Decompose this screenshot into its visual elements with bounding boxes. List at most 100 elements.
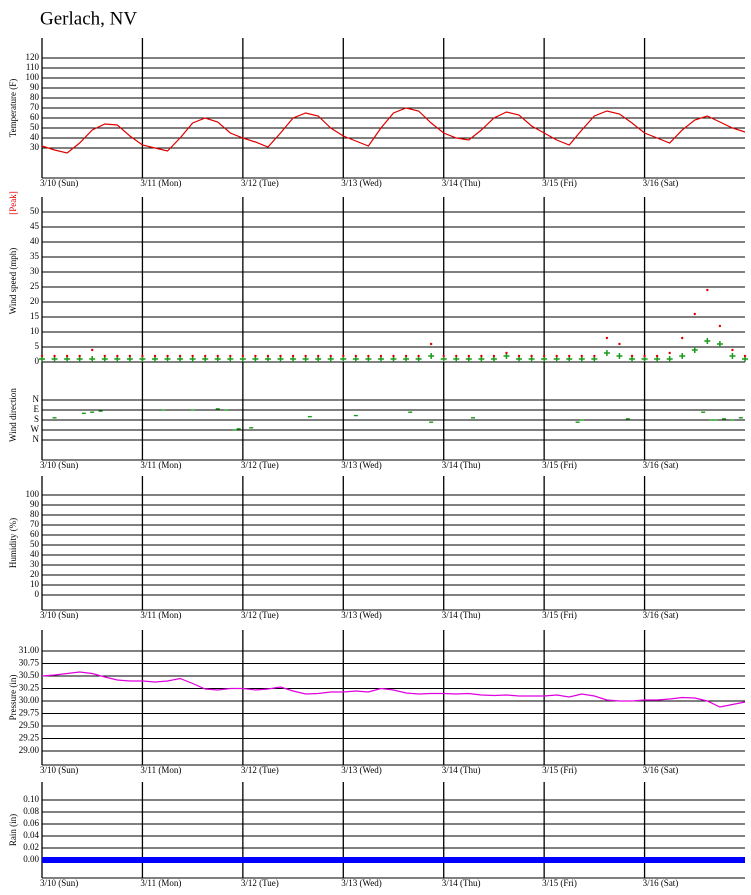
x-tick-label: 3/11 (Mon) xyxy=(140,178,181,188)
y-tick-label: 0.00 xyxy=(23,854,39,864)
wind-direction-marker xyxy=(709,419,714,421)
wind-peak-marker xyxy=(241,354,245,358)
wind-direction-marker xyxy=(81,412,86,415)
wind-peak-marker xyxy=(53,354,56,358)
wind-peak-marker xyxy=(65,354,69,358)
y-tick-label: 40 xyxy=(30,236,40,246)
wind-peak-marker xyxy=(216,354,219,358)
y-tick-label: 50 xyxy=(30,206,40,216)
x-tick-label: 3/11 (Mon) xyxy=(140,460,181,470)
wind-peak-marker xyxy=(116,354,119,358)
x-tick-label: 3/16 (Sat) xyxy=(643,765,679,775)
wind-avg-marker xyxy=(666,356,673,362)
x-tick-label: 3/10 (Sun) xyxy=(40,765,78,775)
wind-peak-marker xyxy=(291,354,295,358)
y-tick-label: 90 xyxy=(30,82,40,92)
wind-peak-marker xyxy=(593,354,596,358)
x-tick-label: 3/11 (Mon) xyxy=(140,610,181,620)
y-tick-label: 110 xyxy=(26,62,40,72)
wind-direction-marker xyxy=(161,409,166,411)
wind-peak-marker xyxy=(706,288,709,292)
y-tick-label: 5 xyxy=(35,341,40,351)
y-axis-label: Pressure (in) xyxy=(8,675,18,721)
wind-peak-marker xyxy=(141,354,144,358)
wind-peak-marker xyxy=(316,354,320,358)
y-tick-label: 30.00 xyxy=(19,695,40,705)
wind-peak-marker xyxy=(153,354,157,358)
wind-direction-marker xyxy=(701,411,706,413)
y-tick-label: 60 xyxy=(30,112,40,122)
y-tick-label: 70 xyxy=(30,102,40,112)
x-tick-label: 3/16 (Sat) xyxy=(643,610,679,620)
x-tick-label: 3/14 (Thu) xyxy=(442,878,481,888)
y-tick-label: 100 xyxy=(26,489,40,499)
x-tick-label: 3/11 (Mon) xyxy=(140,878,181,888)
y-tick-label: 0.04 xyxy=(23,830,39,840)
x-tick-label: 3/12 (Tue) xyxy=(241,878,279,888)
wind-peak-marker xyxy=(718,324,722,328)
data-line xyxy=(41,107,746,154)
y-axis-label: Humidity (%) xyxy=(8,518,18,568)
wind-peak-marker xyxy=(254,354,257,358)
wind-peak-marker xyxy=(618,342,621,346)
wind-direction-marker xyxy=(353,414,358,417)
wind-direction-marker xyxy=(307,415,312,418)
wind-peak-marker xyxy=(605,336,609,340)
x-tick-label: 3/15 (Fri) xyxy=(542,878,577,888)
wind-peak-marker xyxy=(480,354,483,358)
wind-direction-marker xyxy=(579,419,584,421)
wind-peak-marker xyxy=(542,354,546,358)
y-tick-label: 30 xyxy=(30,142,40,152)
wind-peak-marker xyxy=(166,354,169,358)
wind-avg-marker xyxy=(89,356,96,362)
y-tick-label: 29.00 xyxy=(19,745,40,755)
wind-peak-marker xyxy=(304,354,307,358)
y2-tick-label: N xyxy=(33,394,40,404)
wind-peak-marker xyxy=(643,354,646,358)
wind-peak-marker xyxy=(429,342,433,346)
y-tick-label: 30.50 xyxy=(19,670,40,680)
wind-peak-marker xyxy=(530,354,533,358)
wind-avg-marker xyxy=(428,353,435,359)
y-tick-label: 40 xyxy=(30,549,40,559)
y-tick-label: 30 xyxy=(30,559,40,569)
y-tick-label: 80 xyxy=(30,92,40,102)
wind-peak-marker xyxy=(455,354,458,358)
wind-peak-marker xyxy=(505,351,508,355)
y-tick-label: 70 xyxy=(30,519,40,529)
y-axis-label: Temperature (F) xyxy=(8,79,18,138)
wind-direction-marker xyxy=(625,418,630,420)
y-tick-label: 10 xyxy=(30,326,40,336)
wind-direction-marker xyxy=(575,421,580,423)
wind-direction-marker xyxy=(471,417,476,419)
wind-peak-marker xyxy=(379,354,383,358)
x-tick-label: 3/16 (Sat) xyxy=(643,460,679,470)
x-tick-label: 3/12 (Tue) xyxy=(241,460,279,470)
x-tick-label: 3/10 (Sun) xyxy=(40,878,78,888)
wind-avg-marker xyxy=(603,350,610,356)
y2-tick-label: E xyxy=(34,404,40,414)
wind-peak-marker xyxy=(279,354,282,358)
wind-direction-marker xyxy=(90,411,95,413)
wind-peak-marker xyxy=(203,354,207,358)
wind-peak-marker xyxy=(517,354,521,358)
wind-peak-marker xyxy=(266,354,270,358)
wind-peak-marker xyxy=(404,354,408,358)
y-tick-label: 0.02 xyxy=(23,842,39,852)
y-tick-label: 90 xyxy=(30,499,40,509)
wind-peak-marker xyxy=(555,354,558,358)
wind-peak-marker xyxy=(229,354,232,358)
y2-tick-label: S xyxy=(34,414,39,424)
y-tick-label: 35 xyxy=(30,251,40,261)
wind-peak-marker xyxy=(128,354,132,358)
wind-direction-marker xyxy=(215,408,220,410)
y2-axis-label: Wind direction xyxy=(8,388,18,442)
y-tick-label: 30.25 xyxy=(19,683,40,693)
x-tick-label: 3/14 (Thu) xyxy=(442,765,481,775)
y-tick-label: 50 xyxy=(30,122,40,132)
y-tick-label: 40 xyxy=(30,132,40,142)
x-tick-label: 3/14 (Thu) xyxy=(442,460,481,470)
y-tick-label: 0 xyxy=(35,356,40,366)
x-tick-label: 3/15 (Fri) xyxy=(542,765,577,775)
